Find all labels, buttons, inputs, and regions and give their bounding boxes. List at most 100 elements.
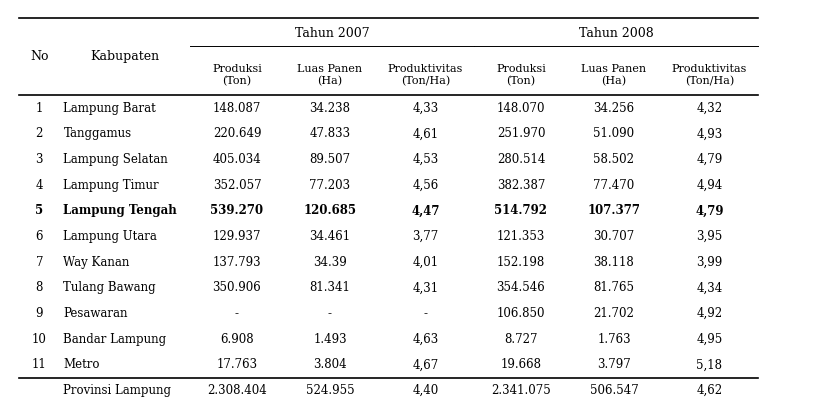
Text: 129.937: 129.937 <box>212 230 261 243</box>
Text: 120.685: 120.685 <box>303 205 356 217</box>
Text: 34.256: 34.256 <box>594 101 635 115</box>
Text: 34.461: 34.461 <box>309 230 350 243</box>
Text: Produktivitas
(Ton/Ha): Produktivitas (Ton/Ha) <box>388 64 463 86</box>
Text: Tulang Bawang: Tulang Bawang <box>64 281 156 295</box>
Text: 280.514: 280.514 <box>497 153 545 166</box>
Text: No: No <box>30 50 48 63</box>
Text: 4,40: 4,40 <box>412 384 439 397</box>
Text: 4: 4 <box>36 179 43 192</box>
Text: 5: 5 <box>35 205 43 217</box>
Text: 89.507: 89.507 <box>309 153 350 166</box>
Text: 4,33: 4,33 <box>412 101 439 115</box>
Text: Kabupaten: Kabupaten <box>90 50 160 63</box>
Text: 152.198: 152.198 <box>497 256 545 269</box>
Text: 539.270: 539.270 <box>211 205 263 217</box>
Text: 30.707: 30.707 <box>594 230 635 243</box>
Text: 4,01: 4,01 <box>412 256 439 269</box>
Text: 148.070: 148.070 <box>497 101 545 115</box>
Text: 77.203: 77.203 <box>309 179 350 192</box>
Text: 1: 1 <box>36 101 43 115</box>
Text: 4,93: 4,93 <box>696 127 722 140</box>
Text: 6.908: 6.908 <box>220 333 254 346</box>
Text: 4,53: 4,53 <box>412 153 439 166</box>
Text: 38.118: 38.118 <box>594 256 635 269</box>
Text: 81.341: 81.341 <box>309 281 350 295</box>
Text: 77.470: 77.470 <box>594 179 635 192</box>
Text: 220.649: 220.649 <box>212 127 261 140</box>
Text: 4,31: 4,31 <box>412 281 439 295</box>
Text: 4,61: 4,61 <box>412 127 439 140</box>
Text: 58.502: 58.502 <box>594 153 635 166</box>
Text: 4,62: 4,62 <box>696 384 722 397</box>
Text: 4,56: 4,56 <box>412 179 439 192</box>
Text: Way Kanan: Way Kanan <box>64 256 130 269</box>
Text: 19.668: 19.668 <box>501 359 542 371</box>
Text: Bandar Lampung: Bandar Lampung <box>64 333 166 346</box>
Text: 8: 8 <box>36 281 43 295</box>
Text: 352.057: 352.057 <box>212 179 262 192</box>
Text: 81.765: 81.765 <box>594 281 635 295</box>
Text: Lampung Tengah: Lampung Tengah <box>64 205 177 217</box>
Text: 11: 11 <box>32 359 47 371</box>
Text: 3.804: 3.804 <box>314 359 347 371</box>
Text: 4,94: 4,94 <box>696 179 722 192</box>
Text: -: - <box>235 307 239 320</box>
Text: 34.39: 34.39 <box>314 256 347 269</box>
Text: Lampung Utara: Lampung Utara <box>64 230 157 243</box>
Text: 4,92: 4,92 <box>696 307 722 320</box>
Text: 382.387: 382.387 <box>497 179 545 192</box>
Text: 7: 7 <box>36 256 43 269</box>
Text: 4,67: 4,67 <box>412 359 439 371</box>
Text: 4,32: 4,32 <box>696 101 722 115</box>
Text: Lampung Selatan: Lampung Selatan <box>64 153 168 166</box>
Text: Tanggamus: Tanggamus <box>64 127 131 140</box>
Text: 354.546: 354.546 <box>497 281 545 295</box>
Text: Pesawaran: Pesawaran <box>64 307 128 320</box>
Text: Produksi
(Ton): Produksi (Ton) <box>496 64 546 86</box>
Text: 251.970: 251.970 <box>497 127 545 140</box>
Text: Produktivitas
(Ton/Ha): Produktivitas (Ton/Ha) <box>672 64 747 86</box>
Text: Luas Panen
(Ha): Luas Panen (Ha) <box>581 64 646 86</box>
Text: -: - <box>328 307 332 320</box>
Text: 2.308.404: 2.308.404 <box>207 384 267 397</box>
Text: Provinsi Lampung: Provinsi Lampung <box>64 384 171 397</box>
Text: 10: 10 <box>32 333 47 346</box>
Text: Lampung Barat: Lampung Barat <box>64 101 156 115</box>
Text: Produksi
(Ton): Produksi (Ton) <box>212 64 262 86</box>
Text: 4,47: 4,47 <box>411 205 440 217</box>
Text: 51.090: 51.090 <box>594 127 635 140</box>
Text: 137.793: 137.793 <box>212 256 262 269</box>
Text: 3,99: 3,99 <box>696 256 722 269</box>
Text: Luas Panen
(Ha): Luas Panen (Ha) <box>298 64 363 86</box>
Text: 3: 3 <box>36 153 43 166</box>
Text: 8.727: 8.727 <box>504 333 538 346</box>
Text: 106.850: 106.850 <box>497 307 545 320</box>
Text: 4,79: 4,79 <box>696 153 722 166</box>
Text: 514.792: 514.792 <box>494 205 548 217</box>
Text: 4,63: 4,63 <box>412 333 439 346</box>
Text: 5,18: 5,18 <box>696 359 722 371</box>
Text: 2: 2 <box>36 127 43 140</box>
Text: 3,95: 3,95 <box>696 230 722 243</box>
Text: Tahun 2008: Tahun 2008 <box>579 27 654 40</box>
Text: 121.353: 121.353 <box>497 230 545 243</box>
Text: 4,95: 4,95 <box>696 333 722 346</box>
Text: 21.702: 21.702 <box>594 307 635 320</box>
Text: -: - <box>424 307 427 320</box>
Text: Metro: Metro <box>64 359 99 371</box>
Text: 34.238: 34.238 <box>309 101 350 115</box>
Text: 9: 9 <box>36 307 43 320</box>
Text: 148.087: 148.087 <box>213 101 261 115</box>
Text: 405.034: 405.034 <box>212 153 262 166</box>
Text: 107.377: 107.377 <box>588 205 640 217</box>
Text: 2.341.075: 2.341.075 <box>491 384 551 397</box>
Text: 4,34: 4,34 <box>696 281 722 295</box>
Text: 350.906: 350.906 <box>212 281 262 295</box>
Text: 524.955: 524.955 <box>306 384 354 397</box>
Text: 4,79: 4,79 <box>696 205 724 217</box>
Text: 1.493: 1.493 <box>314 333 347 346</box>
Text: 1.763: 1.763 <box>597 333 631 346</box>
Text: 47.833: 47.833 <box>309 127 350 140</box>
Text: 3.797: 3.797 <box>597 359 631 371</box>
Text: 506.547: 506.547 <box>589 384 639 397</box>
